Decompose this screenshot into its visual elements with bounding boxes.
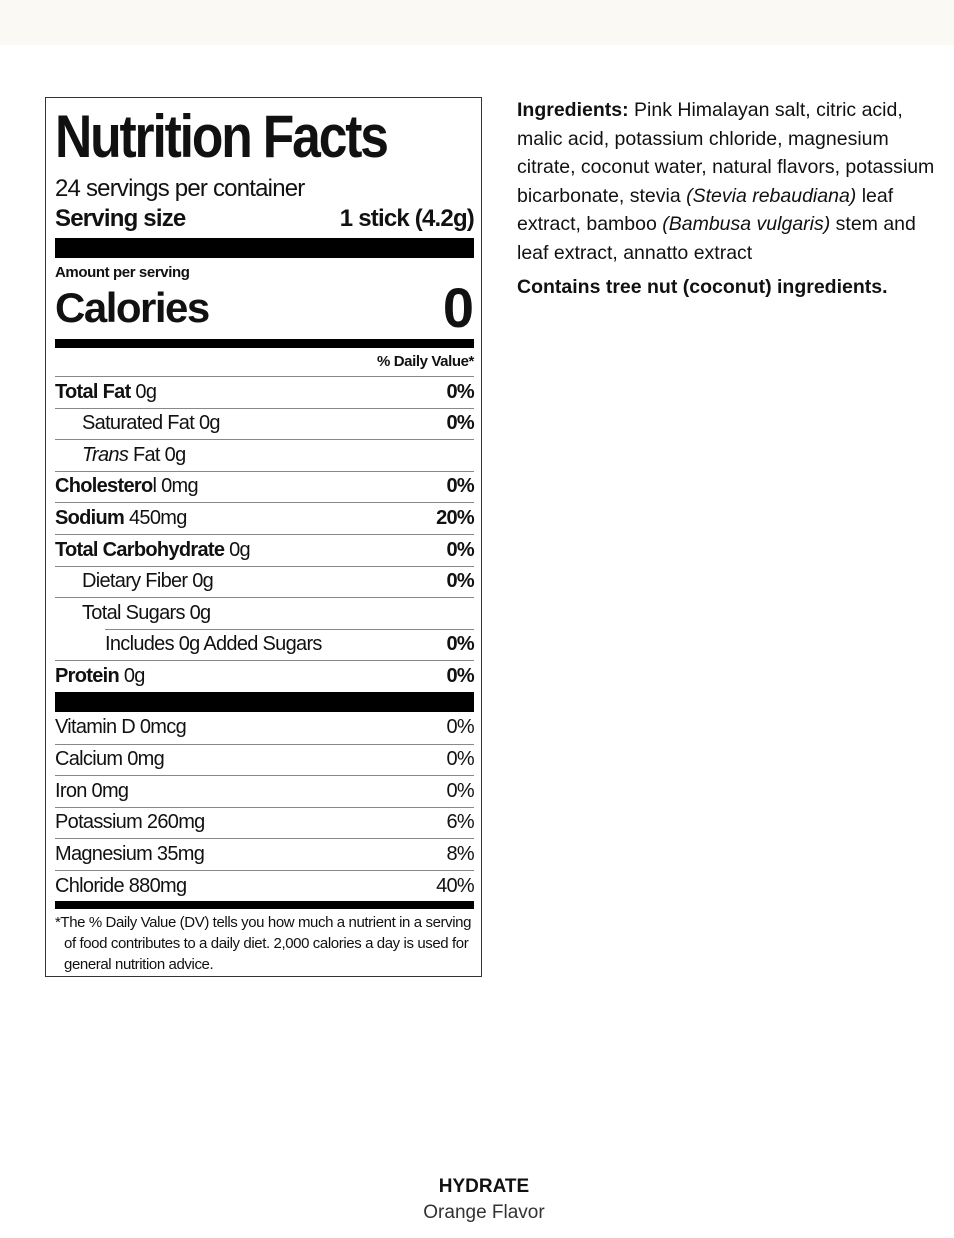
daily-value: 0% (446, 716, 474, 738)
daily-value: 8% (446, 842, 474, 865)
allergen-statement: Contains tree nut (coconut) ingredients. (517, 276, 888, 298)
vitamin-name: Magnesium 35mg (55, 842, 205, 865)
vitamin-name: Chloride 880mg (55, 874, 187, 897)
vitamin-row: Chloride 880mg 40% (55, 870, 475, 901)
vitamin-name: Vitamin D 0mcg (55, 716, 187, 738)
nutrient-name: Total Sugars 0g (82, 601, 211, 624)
nutrient-row: Protein 0g 0% (55, 660, 475, 691)
servings-per-container: 24 servings per container (55, 175, 305, 202)
daily-value-header: % Daily Value* (377, 353, 474, 370)
daily-value: 0% (446, 779, 474, 802)
nutrition-facts-label: Nutrition Facts 24 servings per containe… (45, 97, 482, 977)
nutrient-name: Sodium 450mg (55, 506, 187, 529)
nutrient-name: Includes 0g Added Sugars (105, 633, 322, 656)
nutrient-row: Saturated Fat 0g 0% (55, 407, 475, 439)
daily-value: 0% (446, 664, 474, 687)
nutrient-row: Total Fat 0g 0% (55, 376, 475, 407)
serving-size: Serving size 1 stick (4.2g) (55, 205, 475, 233)
daily-value: 0% (446, 633, 474, 656)
nutrient-name: Total Fat 0g (55, 380, 157, 403)
top-bar (0, 0, 954, 45)
medium-divider (55, 339, 474, 348)
vitamin-row: Vitamin D 0mcg 0% (55, 712, 475, 743)
medium-divider (55, 901, 474, 909)
vitamin-row: Magnesium 35mg 8% (55, 838, 475, 869)
daily-value: 0% (446, 412, 474, 435)
vitamin-row: Calcium 0mg 0% (55, 743, 475, 775)
vitamin-name: Iron 0mg (55, 779, 129, 802)
product-flavor: Orange Flavor (423, 1202, 545, 1223)
footnote: *The % Daily Value (DV) tells you how mu… (55, 914, 472, 973)
product-name: HYDRATE (438, 1176, 530, 1197)
daily-value: 40% (436, 874, 475, 897)
nutrient-name: Total Carbohydrate 0g (55, 538, 251, 561)
nutrient-name: Protein 0g (55, 664, 145, 687)
nutrient-row: Total Carbohydrate 0g 0% (55, 534, 475, 565)
vitamin-row: Iron 0mg 0% (55, 775, 475, 806)
vitamin-name: Potassium 260mg (55, 811, 205, 834)
daily-value: 0% (446, 538, 474, 561)
ingredients: Ingredients: Pink Himalayan salt, citric… (517, 96, 937, 267)
amount-per-serving: Amount per serving (55, 264, 190, 281)
daily-value: 0% (446, 380, 474, 403)
nutrient-name: Saturated Fat 0g (82, 412, 220, 435)
nutrient-row: Total Sugars 0g (55, 597, 474, 628)
label-title: Nutrition Facts (55, 103, 389, 170)
daily-value: 0% (446, 570, 474, 593)
calories-label: Calories (55, 284, 210, 331)
nutrient-row: Trans Fat 0g (55, 439, 474, 470)
calories-row: Calories 0 (55, 278, 474, 338)
ingredients-label: Ingredients: (517, 99, 629, 121)
nutrient-row: Cholesterol 0mg 0% (55, 470, 475, 502)
serving-size-label: Serving size (55, 205, 186, 232)
daily-value: 0% (446, 475, 474, 498)
nutrient-row: Includes 0g Added Sugars 0% (105, 628, 475, 660)
ingredient-text: Pink Himalayan salt, citric acid, malic … (517, 99, 935, 207)
nutrient-name: Cholesterol 0mg (55, 475, 199, 498)
ingredient-text: leaf extract, bamboo (517, 184, 894, 236)
vitamin-name: Calcium 0mg (55, 748, 165, 771)
nutrient-row: Dietary Fiber 0g 0% (55, 565, 475, 597)
ingredient-text: stem and leaf extract, annatto extract (517, 213, 916, 264)
thick-divider (55, 238, 474, 258)
serving-size-value: 1 stick (4.2g) (339, 205, 475, 232)
daily-value: 20% (436, 506, 475, 529)
calories-value: 0 (442, 276, 474, 339)
nutrient-row: Sodium 450mg 20% (55, 502, 475, 533)
thick-divider (55, 692, 474, 712)
nutrient-name: Trans Fat 0g (82, 443, 186, 466)
nutrient-name: Dietary Fiber 0g (82, 570, 214, 593)
daily-value: 6% (446, 811, 474, 834)
ingredient-text: (Stevia rebaudiana) (686, 184, 857, 207)
ingredient-text: (Bambusa vulgaris) (662, 213, 831, 235)
daily-value: 0% (446, 748, 474, 771)
vitamin-row: Potassium 260mg 6% (55, 806, 475, 838)
